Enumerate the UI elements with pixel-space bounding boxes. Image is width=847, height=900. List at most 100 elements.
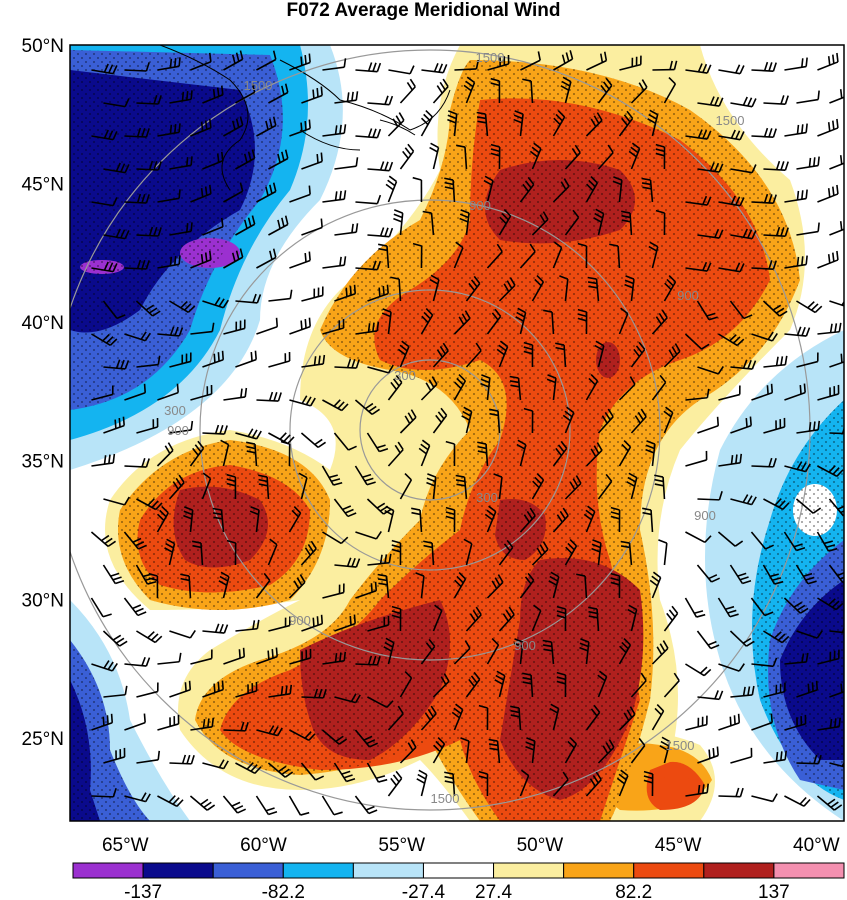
wind-barb-icon bbox=[136, 630, 163, 644]
colorbar-swatch bbox=[142, 862, 214, 879]
wind-barb-icon bbox=[523, 407, 534, 434]
wind-barb-icon bbox=[453, 241, 464, 269]
lat-label: 35°N bbox=[22, 452, 64, 473]
wind-barb-icon bbox=[796, 90, 820, 104]
wind-barb-icon bbox=[531, 473, 545, 500]
wind-barb-icon bbox=[651, 374, 667, 401]
wind-barb-icon bbox=[258, 474, 270, 500]
wind-barb-icon bbox=[289, 648, 312, 665]
wind-barb-icon bbox=[718, 385, 741, 401]
wind-barb-icon bbox=[354, 795, 378, 815]
wind-barb-icon bbox=[183, 506, 194, 533]
wind-barb-icon bbox=[751, 793, 778, 803]
wind-barb-icon bbox=[268, 215, 289, 236]
wind-barb-icon bbox=[223, 50, 244, 71]
wind-barb-icon bbox=[498, 277, 516, 302]
wind-barb-icon bbox=[355, 62, 382, 73]
stipple-overlay bbox=[70, 50, 844, 821]
wind-barb-icon bbox=[334, 157, 359, 170]
wind-barb-icon bbox=[645, 440, 656, 467]
wind-barb-icon bbox=[202, 350, 225, 368]
wind-barb-icon bbox=[718, 195, 745, 207]
wind-barb-icon bbox=[817, 717, 841, 731]
wind-barb-icon bbox=[817, 597, 844, 611]
wind-barb-icon bbox=[235, 293, 262, 304]
wind-barb-icon bbox=[322, 399, 349, 412]
wind-barb-icon bbox=[202, 151, 224, 170]
wind-barb-icon bbox=[796, 156, 820, 170]
wind-barb-icon bbox=[124, 127, 150, 138]
wind-barb-icon bbox=[586, 51, 608, 71]
wind-barb-icon bbox=[730, 96, 757, 108]
range-ring-label: 900 bbox=[167, 423, 189, 438]
wind-barb-icon bbox=[300, 762, 325, 781]
wind-barb-icon bbox=[553, 50, 574, 71]
wind-barb-icon bbox=[630, 341, 646, 368]
wind-barb-icon bbox=[123, 597, 147, 617]
wind-barb-icon bbox=[597, 77, 613, 104]
wind-barb-icon bbox=[268, 149, 289, 170]
wind-barb-icon bbox=[103, 496, 130, 506]
plot-area bbox=[70, 45, 844, 821]
wind-barb-icon bbox=[148, 572, 159, 599]
wind-barb-icon bbox=[663, 343, 681, 368]
wind-barb-icon bbox=[322, 58, 347, 71]
wind-barb-icon bbox=[490, 77, 501, 104]
wind-barb-icon bbox=[480, 374, 491, 401]
colorbar-label: -137 bbox=[124, 882, 162, 900]
wind-barb-icon bbox=[718, 787, 744, 798]
wind-barb-icon bbox=[136, 750, 161, 764]
wind-barb-icon bbox=[556, 605, 567, 632]
wind-barb-icon bbox=[301, 354, 326, 368]
wind-barb-icon bbox=[519, 507, 536, 533]
colorbar-labels: -137 -82.2 -27.4 27.4 82.2 137 bbox=[124, 882, 790, 900]
wind-barb-icon bbox=[559, 275, 569, 302]
wind-barb-icon bbox=[301, 218, 323, 236]
range-ring-label: 900 bbox=[469, 198, 491, 213]
colorbar-swatch bbox=[352, 862, 424, 879]
wind-barb-icon bbox=[334, 614, 356, 632]
wind-barb-icon bbox=[523, 341, 534, 368]
wind-barb-icon bbox=[597, 144, 614, 170]
wind-barb-icon bbox=[322, 583, 345, 599]
wind-barb-icon bbox=[202, 680, 224, 698]
wind-barb-icon bbox=[597, 739, 615, 764]
wind-barb-icon bbox=[333, 762, 356, 783]
wind-barb-icon bbox=[648, 241, 659, 269]
wind-barb-icon bbox=[454, 59, 480, 71]
wind-barb-icon bbox=[355, 260, 382, 271]
wind-barb-icon bbox=[444, 771, 456, 797]
wind-barb-icon bbox=[246, 441, 258, 467]
wind-barb-icon bbox=[552, 110, 566, 137]
wind-barb-icon bbox=[235, 149, 256, 170]
wind-barb-icon bbox=[124, 458, 150, 468]
wind-barb-icon bbox=[267, 762, 294, 778]
lon-label: 55°W bbox=[378, 835, 425, 856]
lon-label: 60°W bbox=[240, 835, 287, 856]
wind-barb-icon bbox=[784, 652, 809, 665]
wind-barb-icon bbox=[685, 195, 712, 206]
wind-barb-icon bbox=[388, 65, 415, 75]
wind-barb-icon bbox=[784, 383, 806, 401]
wind-barb-icon bbox=[717, 597, 739, 618]
wind-barb-icon bbox=[564, 209, 580, 236]
map-title: F072 Average Meridional Wind bbox=[286, 0, 561, 21]
wind-barb-icon bbox=[829, 221, 844, 236]
wind-barb-icon bbox=[685, 663, 712, 677]
wind-barb-icon bbox=[355, 321, 380, 335]
wind-barb-icon bbox=[91, 129, 118, 141]
wind-barb-icon bbox=[489, 408, 501, 434]
wind-barb-icon bbox=[90, 531, 117, 548]
wind-barb-icon bbox=[459, 209, 470, 236]
wind-barb-icon bbox=[585, 771, 602, 797]
wind-barb-icon bbox=[91, 197, 118, 207]
wind-barb-icon bbox=[301, 86, 323, 104]
wind-barb-icon bbox=[817, 52, 839, 71]
wind-barb-icon bbox=[763, 417, 786, 434]
range-ring-label: 900 bbox=[677, 288, 699, 303]
wind-barb-icon bbox=[387, 441, 404, 467]
wind-barb-icon bbox=[387, 770, 403, 797]
wind-barb-icon bbox=[136, 682, 159, 698]
wind-barb-icon bbox=[718, 129, 745, 141]
wind-barb-icon bbox=[202, 85, 224, 104]
